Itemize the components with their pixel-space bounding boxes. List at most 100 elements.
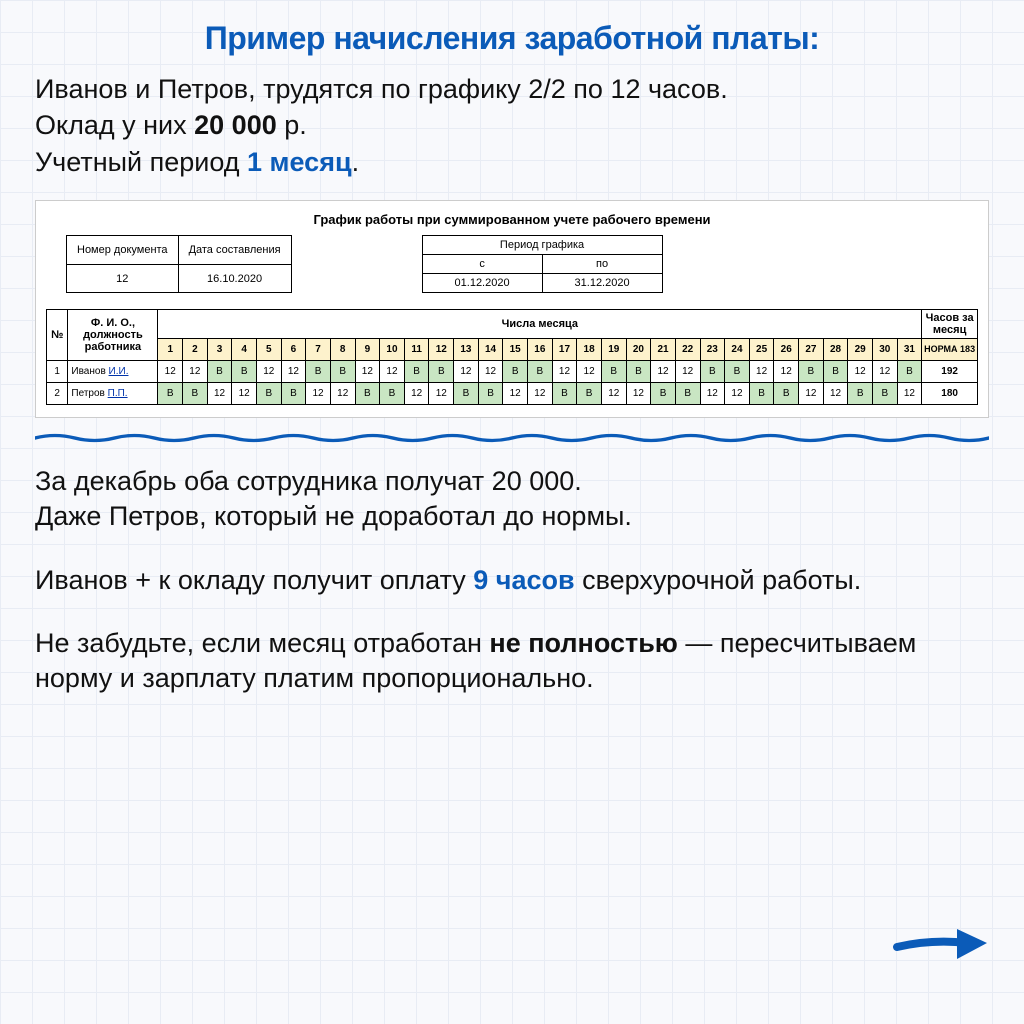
schedule-cell: В — [528, 361, 553, 383]
schedule-cell: В — [725, 361, 750, 383]
intro-line2a: Оклад у них — [35, 110, 194, 140]
schedule-cell: В — [503, 361, 528, 383]
col-days-header: Числа месяца — [158, 310, 922, 339]
employee-name: Петров П.П. — [68, 383, 158, 405]
schedule-cell: 12 — [330, 383, 355, 405]
schedule-cell: В — [799, 361, 824, 383]
schedule-cell: 12 — [749, 361, 774, 383]
day-header: 4 — [232, 339, 257, 361]
schedule-cell: 12 — [183, 361, 208, 383]
schedule-cell: 12 — [503, 383, 528, 405]
schedule-cell: В — [183, 383, 208, 405]
day-header: 9 — [355, 339, 380, 361]
row-num: 2 — [47, 383, 68, 405]
schedule-cell: 12 — [799, 383, 824, 405]
row-total: 180 — [922, 383, 978, 405]
schedule-cell: В — [774, 383, 799, 405]
intro-line2c: р. — [277, 110, 307, 140]
divider-squiggle — [35, 430, 989, 440]
intro-line3c: . — [352, 147, 360, 177]
schedule-cell: В — [601, 361, 626, 383]
intro-period: 1 месяц — [247, 147, 352, 177]
day-header: 21 — [651, 339, 676, 361]
schedule-cell: В — [232, 361, 257, 383]
para-2: Иванов + к окладу получит оплату 9 часов… — [35, 563, 989, 598]
schedule-cell: 12 — [897, 383, 922, 405]
p3a: Не забудьте, если месяц отработан — [35, 628, 489, 658]
day-header: 15 — [503, 339, 528, 361]
day-header: 18 — [577, 339, 602, 361]
day-header: 27 — [799, 339, 824, 361]
schedule-cell: В — [749, 383, 774, 405]
schedule-cell: В — [306, 361, 331, 383]
schedule-table: № Ф. И. О., должность работника Числа ме… — [46, 309, 978, 405]
employee-name: Иванов И.И. — [68, 361, 158, 383]
p1b: Даже Петров, который не доработал до нор… — [35, 501, 632, 531]
schedule-cell: 12 — [454, 361, 479, 383]
day-header: 5 — [256, 339, 281, 361]
intro-text: Иванов и Петров, трудятся по графику 2/2… — [35, 71, 989, 180]
schedule-cell: В — [256, 383, 281, 405]
schedule-cell: В — [207, 361, 232, 383]
intro-line3a: Учетный период — [35, 147, 247, 177]
period-from-label: с — [422, 255, 542, 274]
schedule-cell: В — [577, 383, 602, 405]
schedule-cell: В — [848, 383, 873, 405]
schedule-cell: В — [675, 383, 700, 405]
schedule-cell: 12 — [306, 383, 331, 405]
row-num: 1 — [47, 361, 68, 383]
schedule-cell: 12 — [404, 383, 429, 405]
schedule-cell: 12 — [232, 383, 257, 405]
doc-meta-right: Период графика с по 01.12.2020 31.12.202… — [422, 235, 663, 293]
schedule-cell: В — [330, 361, 355, 383]
schedule-cell: В — [897, 361, 922, 383]
schedule-cell: 12 — [158, 361, 183, 383]
norma-header: НОРМА 183 — [922, 339, 978, 361]
schedule-cell: 12 — [651, 361, 676, 383]
schedule-cell: 12 — [380, 361, 405, 383]
doc-num-value: 12 — [67, 265, 179, 293]
day-header: 12 — [429, 339, 454, 361]
p2a: Иванов + к окладу получит оплату — [35, 565, 473, 595]
schedule-cell: 12 — [281, 361, 306, 383]
day-header: 28 — [823, 339, 848, 361]
schedule-cell: В — [429, 361, 454, 383]
day-header: 2 — [183, 339, 208, 361]
col-name-header: Ф. И. О., должность работника — [68, 310, 158, 361]
day-header: 14 — [478, 339, 503, 361]
day-header: 23 — [700, 339, 725, 361]
schedule-cell: 12 — [675, 361, 700, 383]
schedule-cell: 12 — [528, 383, 553, 405]
schedule-cell: 12 — [601, 383, 626, 405]
period-from-value: 01.12.2020 — [422, 274, 542, 293]
schedule-cell: 12 — [429, 383, 454, 405]
intro-salary: 20 000 — [194, 110, 277, 140]
document-heading: График работы при суммированном учете ра… — [46, 212, 978, 227]
schedule-cell: 12 — [700, 383, 725, 405]
row-total: 192 — [922, 361, 978, 383]
day-header: 22 — [675, 339, 700, 361]
day-header: 3 — [207, 339, 232, 361]
col-total-header: Часов за месяц — [922, 310, 978, 339]
schedule-cell: 12 — [626, 383, 651, 405]
schedule-cell: 12 — [355, 361, 380, 383]
p2-hours: 9 часов — [473, 565, 574, 595]
day-header: 19 — [601, 339, 626, 361]
schedule-cell: 12 — [256, 361, 281, 383]
day-header: 16 — [528, 339, 553, 361]
intro-line1: Иванов и Петров, трудятся по графику 2/2… — [35, 74, 728, 104]
schedule-cell: В — [454, 383, 479, 405]
day-header: 1 — [158, 339, 183, 361]
day-header: 30 — [872, 339, 897, 361]
day-header: 8 — [330, 339, 355, 361]
day-header: 29 — [848, 339, 873, 361]
period-to-label: по — [542, 255, 662, 274]
day-header: 6 — [281, 339, 306, 361]
day-header: 17 — [552, 339, 577, 361]
schedule-cell: 12 — [848, 361, 873, 383]
schedule-cell: 12 — [207, 383, 232, 405]
day-header: 24 — [725, 339, 750, 361]
day-header: 26 — [774, 339, 799, 361]
schedule-cell: В — [552, 383, 577, 405]
schedule-cell: 12 — [823, 383, 848, 405]
